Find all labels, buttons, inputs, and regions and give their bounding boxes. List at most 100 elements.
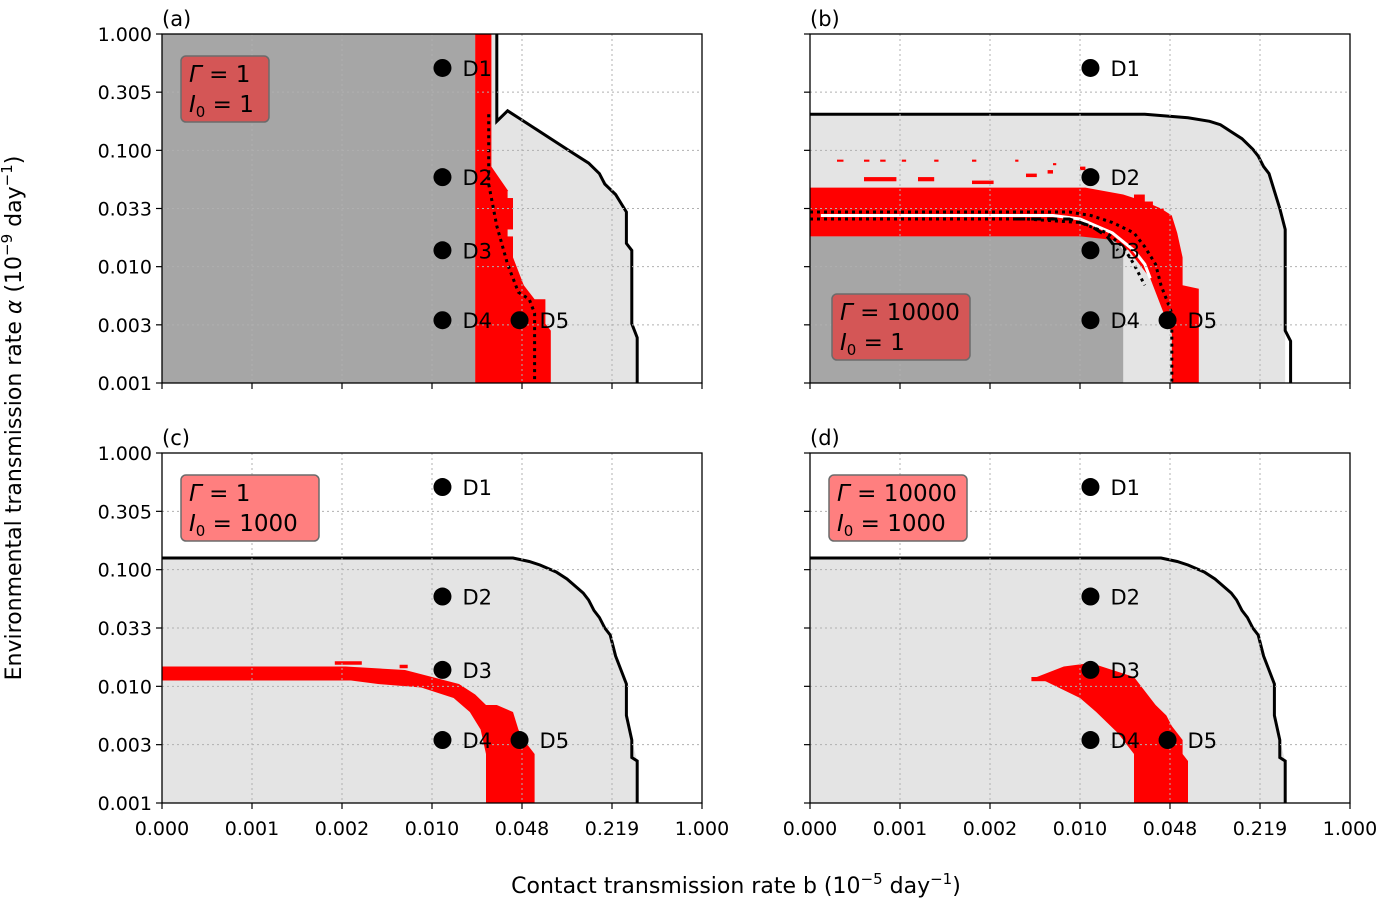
point-label-d5: D5 xyxy=(540,729,570,753)
i0-number: = 1000 xyxy=(853,511,945,537)
band-speck-7 xyxy=(1053,163,1057,166)
panel-label: (d) xyxy=(810,426,840,450)
point-d1 xyxy=(1081,478,1100,497)
panel-label: (a) xyxy=(162,7,191,31)
point-d2 xyxy=(433,587,452,606)
x-tick-label: 0.001 xyxy=(873,818,927,840)
point-label-d4: D4 xyxy=(462,309,492,333)
x-tick-label: 0.219 xyxy=(585,818,639,840)
point-label-d2: D2 xyxy=(1110,166,1140,190)
x-axis-label-exp: −5 xyxy=(861,870,883,888)
point-d5 xyxy=(510,311,529,330)
point-label-d1: D1 xyxy=(462,57,492,81)
point-d3 xyxy=(433,241,452,260)
point-d3 xyxy=(1081,241,1100,260)
point-d2 xyxy=(433,168,452,187)
band-speck-1 xyxy=(399,664,408,669)
i0-symbol: I xyxy=(189,511,196,537)
point-d5 xyxy=(510,731,529,750)
i0-subscript: 0 xyxy=(196,522,206,540)
i0-symbol: I xyxy=(837,511,844,537)
x-tick-label: 0.010 xyxy=(1053,818,1107,840)
x-axis-label: Contact transmission rate b (10−5 day−1) xyxy=(511,870,961,899)
point-d1 xyxy=(1081,58,1100,77)
i0-value: I0 = 1000 xyxy=(837,511,946,540)
point-d4 xyxy=(433,731,452,750)
y-tick-label: 0.305 xyxy=(98,501,152,523)
parameter-box xyxy=(180,474,320,542)
i0-symbol: I xyxy=(189,92,196,118)
band-speck-1 xyxy=(864,159,870,162)
y-tick-label: 1.000 xyxy=(98,24,152,46)
i0-subscript: 0 xyxy=(844,522,854,540)
band-gap-3 xyxy=(507,229,516,237)
point-label-d4: D4 xyxy=(1110,309,1140,333)
x-axis-label-unit-exp: −1 xyxy=(930,870,952,888)
x-tick-label: 0.002 xyxy=(963,818,1017,840)
band-speck-12 xyxy=(1134,194,1145,202)
band-speck-0 xyxy=(837,159,844,162)
y-tick-label: 0.001 xyxy=(98,373,152,395)
x-tick-label: 0.000 xyxy=(135,818,189,840)
point-d1 xyxy=(433,478,452,497)
y-axis-label-open: (10 xyxy=(2,256,27,300)
gamma-symbol: Γ xyxy=(189,62,204,88)
i0-subscript: 0 xyxy=(847,341,857,359)
y-tick-label: 0.100 xyxy=(98,560,152,582)
parameter-box xyxy=(180,55,270,123)
band-speck-5 xyxy=(972,159,977,162)
gamma-value: Γ = 10000 xyxy=(837,481,957,507)
y-axis-label-text: Environmental transmission rate xyxy=(2,314,27,680)
gamma-value: Γ = 10000 xyxy=(840,300,960,326)
gamma-symbol: Γ xyxy=(189,481,204,507)
band-speck-8 xyxy=(864,177,897,182)
point-label-d5: D5 xyxy=(1188,729,1218,753)
y-tick-label: 0.003 xyxy=(98,735,152,757)
band-speck-14 xyxy=(1144,201,1153,209)
x-tick-label: 1.000 xyxy=(675,818,729,840)
band-speck-13 xyxy=(1155,208,1164,216)
point-d2 xyxy=(1081,587,1100,606)
i0-number: = 1000 xyxy=(205,511,297,537)
x-axis-label-text: Contact transmission rate b (10 xyxy=(511,874,860,899)
point-d5 xyxy=(1158,311,1177,330)
gamma-value: Γ = 1 xyxy=(189,481,250,507)
persistence-boundary xyxy=(810,556,1287,803)
point-d3 xyxy=(1081,660,1100,679)
band-speck-0 xyxy=(334,661,362,665)
band-gap-2 xyxy=(518,243,527,251)
gamma-value: Γ = 1 xyxy=(189,62,250,88)
transition-band xyxy=(810,187,1199,383)
panel-a: 1.000 0.305 0.100 0.033 0.010 0.003 0.001 (a) Γ … xyxy=(98,7,703,395)
band-gap-4 xyxy=(518,215,524,223)
parameter-box xyxy=(828,474,968,542)
y-tick-label: 0.305 xyxy=(98,82,152,104)
point-label-d3: D3 xyxy=(462,239,492,263)
x-tick-label: 1.000 xyxy=(1323,818,1377,840)
i0-symbol: I xyxy=(840,330,847,356)
persistence-boundary xyxy=(495,34,639,383)
i0-value: I0 = 1 xyxy=(189,92,254,121)
gamma-symbol: Γ xyxy=(840,300,855,326)
i0-subscript: 0 xyxy=(196,103,206,121)
y-axis-label-symbol: α xyxy=(2,299,27,314)
panel-label: (c) xyxy=(162,426,190,450)
panels-container: 1.000 0.305 0.100 0.033 0.010 0.003 0.001 (a) Γ … xyxy=(98,7,1378,840)
band-gap-1 xyxy=(523,201,530,209)
point-label-d4: D4 xyxy=(462,729,492,753)
point-label-d3: D3 xyxy=(462,659,492,683)
point-d4 xyxy=(1081,311,1100,330)
parameter-box xyxy=(831,293,971,361)
x-tick-label: 0.010 xyxy=(405,818,459,840)
gamma-symbol: Γ xyxy=(837,481,852,507)
x-tick-label: 0.048 xyxy=(1143,818,1197,840)
point-d4 xyxy=(433,311,452,330)
point-d1 xyxy=(433,58,452,77)
point-label-d2: D2 xyxy=(1110,586,1140,610)
band-speck-9 xyxy=(918,177,935,182)
point-label-d1: D1 xyxy=(1110,57,1140,81)
point-d2 xyxy=(1081,168,1100,187)
dashed-contour xyxy=(1015,217,1119,252)
i0-number: = 1 xyxy=(856,330,905,356)
